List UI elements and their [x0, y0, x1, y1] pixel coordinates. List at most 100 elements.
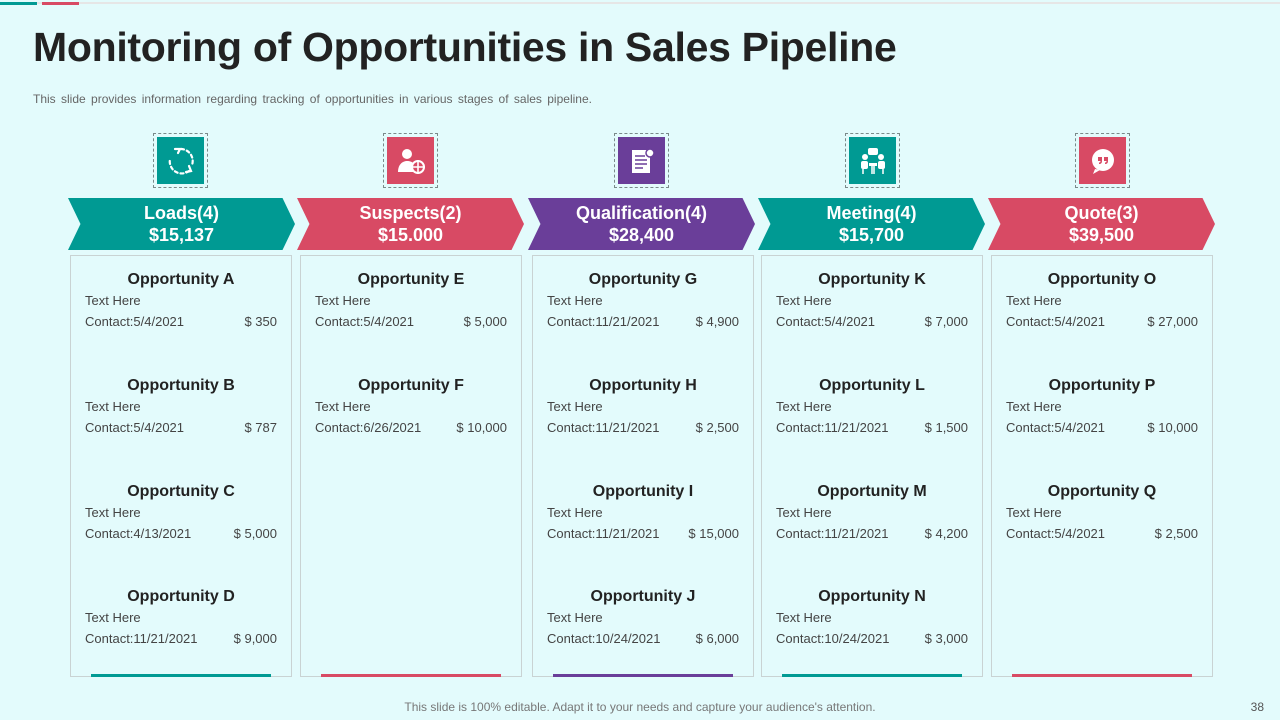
- opportunity-contact: Contact:11/21/2021: [776, 420, 889, 435]
- opportunity-contact: Contact:5/4/2021: [1006, 420, 1106, 435]
- opportunity-title: Opportunity M: [817, 483, 927, 500]
- opportunity-contact: Contact:10/24/2021: [776, 631, 890, 646]
- opportunity-text: Text Here: [1006, 293, 1062, 308]
- opportunity-text: Text Here: [1006, 399, 1062, 414]
- opportunity-title: Opportunity K: [818, 271, 926, 288]
- opportunity-card: Opportunity M Text Here Contact:11/21/20…: [776, 482, 968, 562]
- opportunity-text: Text Here: [315, 399, 371, 414]
- stage-icon-box-meeting: [845, 133, 900, 188]
- opportunity-value: $ 5,000: [463, 314, 507, 329]
- opportunity-value: $ 5,000: [233, 526, 277, 541]
- opportunity-title: Opportunity H: [589, 377, 697, 394]
- top-divider-line: [0, 2, 1280, 4]
- stage-amount: $15.000: [377, 225, 444, 245]
- opportunity-text: Text Here: [776, 610, 832, 625]
- card-accent-bar: [553, 674, 733, 677]
- opportunity-contact: Contact:11/21/2021: [85, 631, 198, 646]
- opportunity-value: $ 4,200: [924, 526, 968, 541]
- opportunity-value: $ 350: [244, 314, 277, 329]
- stage-amount: $15,137: [148, 225, 215, 245]
- opportunity-card: Opportunity P Text Here Contact:5/4/2021…: [1006, 376, 1198, 456]
- opportunity-value: $ 1,500: [924, 420, 968, 435]
- opportunity-value: $ 9,000: [233, 631, 277, 646]
- opportunity-text: Text Here: [85, 610, 141, 625]
- opportunity-text: Text Here: [776, 293, 832, 308]
- opportunity-value: $ 3,000: [924, 631, 968, 646]
- opportunity-text: Text Here: [776, 505, 832, 520]
- opportunity-value: $ 27,000: [1147, 314, 1198, 329]
- opportunity-value: $ 10,000: [1147, 420, 1198, 435]
- opportunity-title: Opportunity P: [1048, 377, 1156, 394]
- stage-name: Loads(4): [143, 203, 219, 223]
- stage-name: Quote(3): [1064, 203, 1139, 223]
- opportunity-contact: Contact:11/21/2021: [776, 526, 889, 541]
- user-target-icon: [387, 137, 434, 184]
- opportunity-title: Opportunity Q: [1047, 483, 1157, 500]
- stage-amount: $28,400: [608, 225, 675, 245]
- opportunity-text: Text Here: [547, 293, 603, 308]
- opportunity-title: Opportunity O: [1047, 271, 1157, 288]
- stage-header-qualification: Qualification(4) $28,400: [528, 198, 755, 250]
- stage-name: Meeting(4): [826, 203, 917, 223]
- opportunity-card: Opportunity O Text Here Contact:5/4/2021…: [1006, 270, 1198, 350]
- quote-bubble-icon: [1079, 137, 1126, 184]
- opportunity-value: $ 4,900: [695, 314, 739, 329]
- stage-header-meeting: Meeting(4) $15,700: [758, 198, 985, 250]
- opportunity-title: Opportunity D: [127, 588, 235, 605]
- opportunity-card: Opportunity D Text Here Contact:11/21/20…: [85, 587, 277, 667]
- opportunity-card: Opportunity Q Text Here Contact:5/4/2021…: [1006, 482, 1198, 562]
- opportunity-card: Opportunity I Text Here Contact:11/21/20…: [547, 482, 739, 562]
- card-accent-bar: [782, 674, 962, 677]
- stage-header-loads: Loads(4) $15,137: [68, 198, 295, 250]
- stage-amount: $39,500: [1068, 225, 1135, 245]
- opportunity-title: Opportunity N: [818, 588, 926, 605]
- opportunity-text: Text Here: [547, 610, 603, 625]
- stage-card-qualification: Opportunity G Text Here Contact:11/21/20…: [532, 255, 754, 677]
- opportunity-card: Opportunity B Text Here Contact:5/4/2021…: [85, 376, 277, 456]
- opportunity-contact: Contact:4/13/2021: [85, 526, 192, 541]
- opportunity-contact: Contact:5/4/2021: [1006, 526, 1106, 541]
- opportunity-contact: Contact:10/24/2021: [547, 631, 661, 646]
- opportunity-card: Opportunity N Text Here Contact:10/24/20…: [776, 587, 968, 667]
- opportunity-title: Opportunity J: [590, 588, 696, 605]
- opportunity-value: $ 787: [244, 420, 277, 435]
- stage-card-loads: Opportunity A Text Here Contact:5/4/2021…: [70, 255, 292, 677]
- opportunity-value: $ 7,000: [924, 314, 968, 329]
- opportunity-contact: Contact:11/21/2021: [547, 314, 660, 329]
- stage-card-quote: Opportunity O Text Here Contact:5/4/2021…: [991, 255, 1213, 677]
- opportunity-contact: Contact:11/21/2021: [547, 420, 660, 435]
- opportunity-card: Opportunity J Text Here Contact:10/24/20…: [547, 587, 739, 667]
- card-accent-bar: [91, 674, 271, 677]
- opportunity-title: Opportunity C: [127, 483, 235, 500]
- opportunity-title: Opportunity A: [127, 271, 235, 288]
- stage-icon-box-qualification: [614, 133, 669, 188]
- stage-amount: $15,700: [838, 225, 905, 245]
- top-accent-teal: [0, 2, 37, 5]
- opportunity-title: Opportunity B: [127, 377, 235, 394]
- card-accent-bar: [1012, 674, 1192, 677]
- opportunity-text: Text Here: [85, 399, 141, 414]
- opportunity-text: Text Here: [315, 293, 371, 308]
- opportunity-card: Opportunity G Text Here Contact:11/21/20…: [547, 270, 739, 350]
- opportunity-title: Opportunity F: [358, 377, 464, 394]
- opportunity-value: $ 2,500: [1154, 526, 1198, 541]
- stage-name: Qualification(4): [575, 203, 707, 223]
- opportunity-text: Text Here: [776, 399, 832, 414]
- document-badge-icon: [618, 137, 665, 184]
- meeting-icon: [849, 137, 896, 184]
- page-number: 38: [1250, 700, 1264, 714]
- top-accent-pink: [42, 2, 79, 5]
- opportunity-value: $ 6,000: [695, 631, 739, 646]
- opportunity-title: Opportunity I: [592, 483, 694, 500]
- opportunity-text: Text Here: [85, 505, 141, 520]
- opportunity-contact: Contact:6/26/2021: [315, 420, 422, 435]
- opportunity-text: Text Here: [1006, 505, 1062, 520]
- stage-card-suspects: Opportunity E Text Here Contact:5/4/2021…: [300, 255, 522, 677]
- opportunity-contact: Contact:5/4/2021: [315, 314, 415, 329]
- opportunity-text: Text Here: [85, 293, 141, 308]
- footer-note: This slide is 100% editable. Adapt it to…: [404, 700, 876, 714]
- opportunity-contact: Contact:5/4/2021: [85, 314, 185, 329]
- opportunity-card: Opportunity C Text Here Contact:4/13/202…: [85, 482, 277, 562]
- opportunity-value: $ 15,000: [688, 526, 739, 541]
- stage-icon-box-loads: [153, 133, 208, 188]
